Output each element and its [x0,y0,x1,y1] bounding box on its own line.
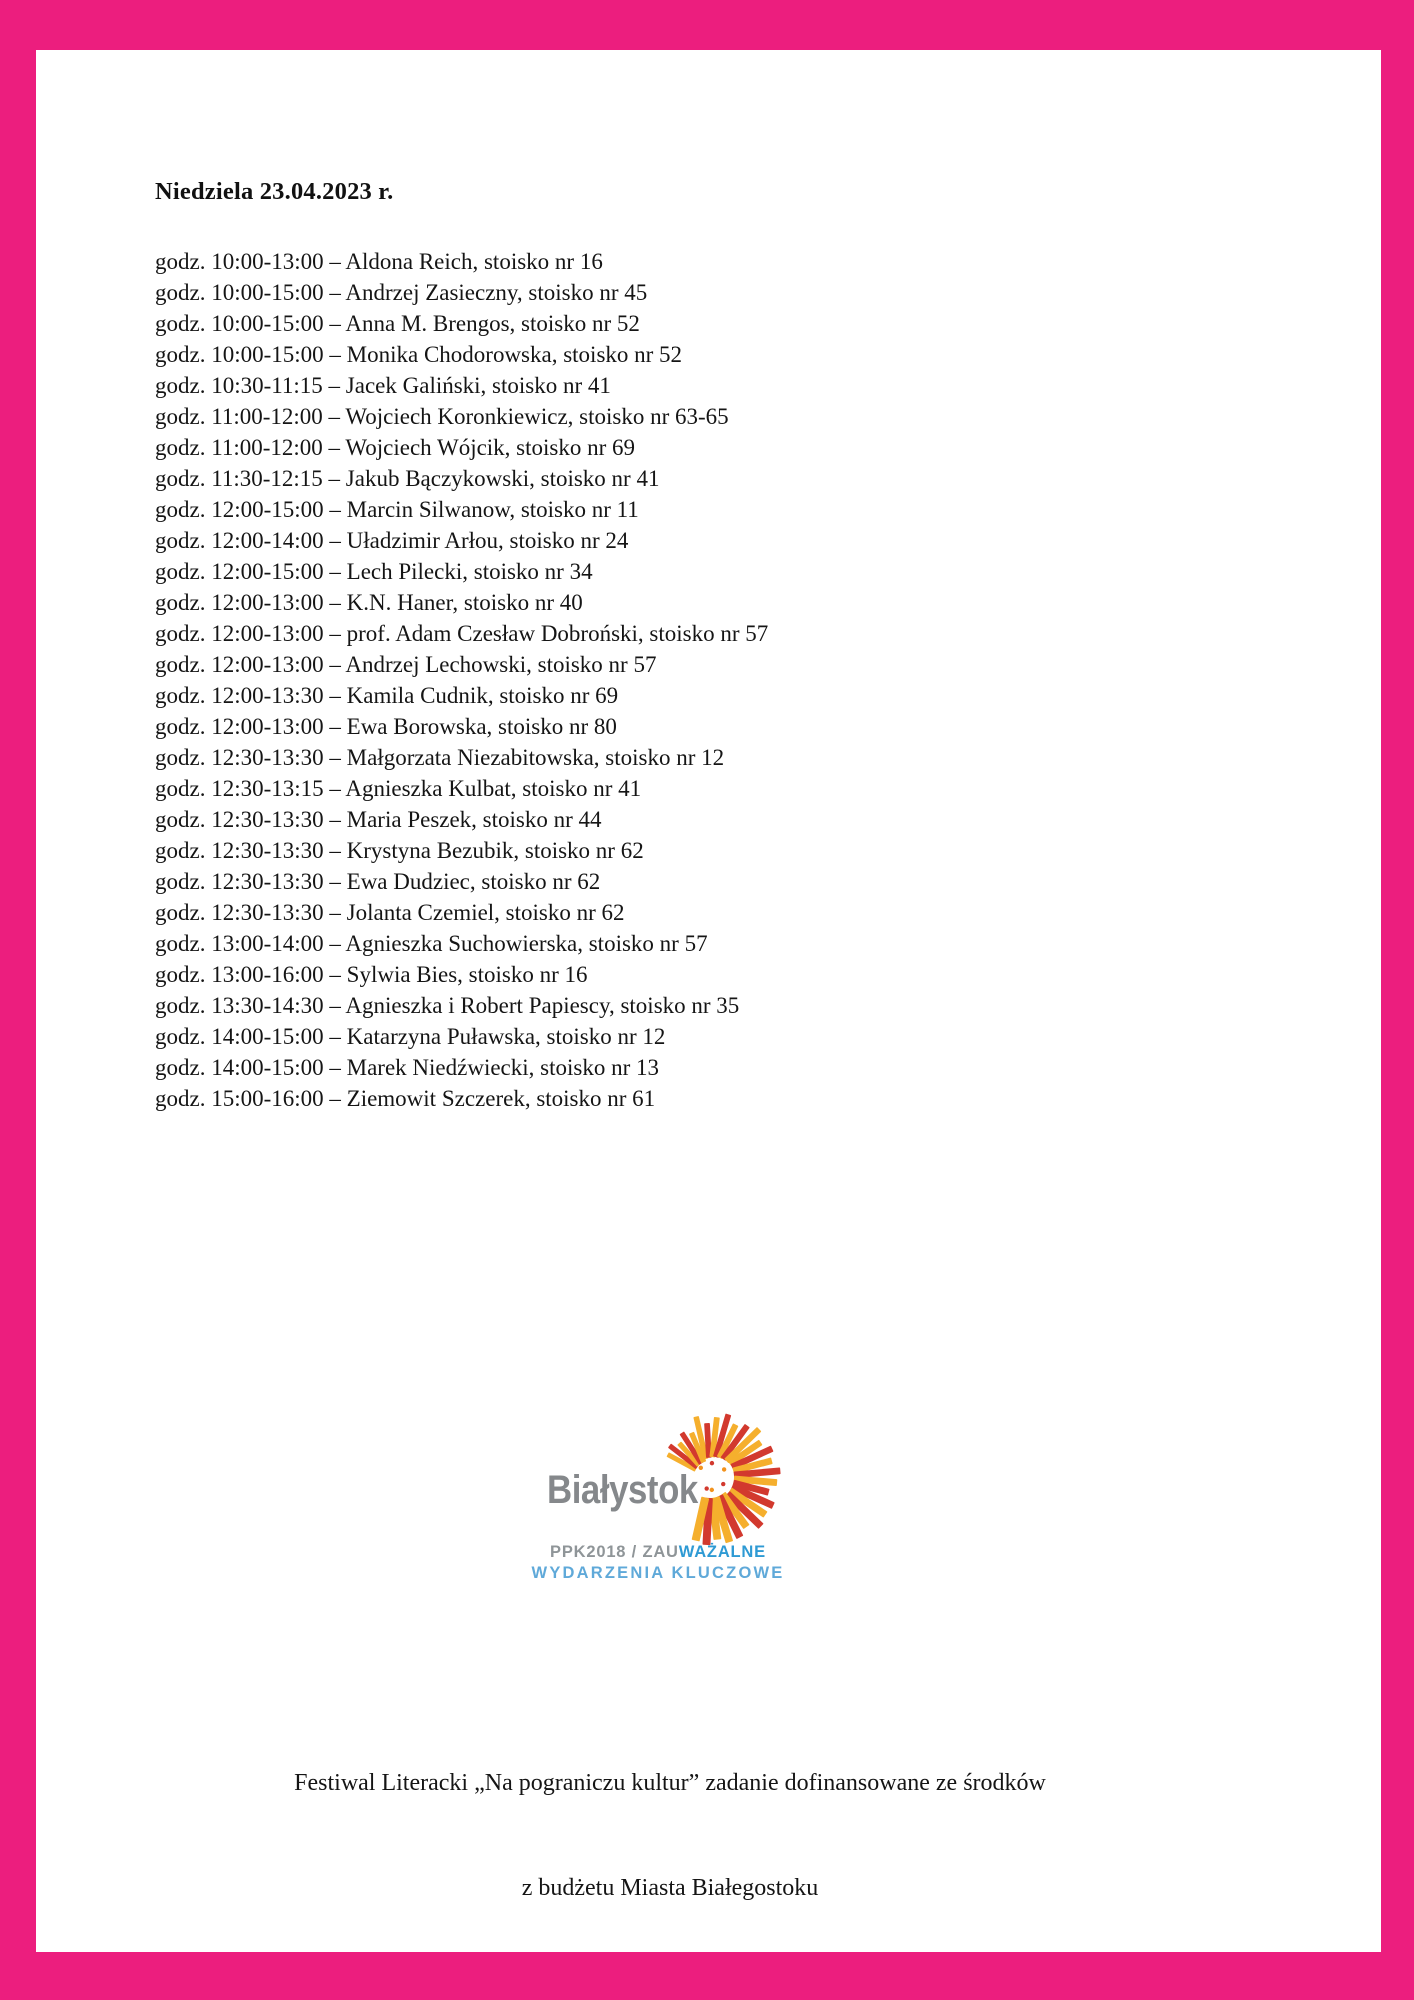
schedule-row: godz. 11:00-12:00 – Wojciech Koronkiewic… [155,404,729,429]
schedule-row: godz. 12:00-13:30 – Kamila Cudnik, stois… [155,683,619,708]
schedule-row: godz. 10:30-11:15 – Jacek Galiński, stoi… [155,373,611,398]
schedule-row: godz. 13:00-14:00 – Agnieszka Suchowiers… [155,931,708,956]
schedule-row: godz. 14:00-15:00 – Marek Niedźwiecki, s… [155,1055,659,1080]
sunburst-dot [721,1467,727,1472]
schedule-row: godz. 12:00-13:00 – prof. Adam Czesław D… [155,621,769,646]
ppk-tagline-line1: PPK2018 / ZAUWAŻALNE [550,1543,766,1562]
sunburst-ray [733,1467,781,1479]
sunburst-ray [728,1439,763,1466]
sunburst-ray [666,1452,697,1472]
sunburst-ray [704,1423,712,1458]
sunburst-ray [717,1423,739,1459]
schedule-row: godz. 12:30-13:30 – Małgorzata Niezabito… [155,745,725,770]
schedule-row: godz. 10:00-15:00 – Anna M. Brengos, sto… [155,311,640,336]
sunburst-ray [689,1431,707,1464]
schedule-row: godz. 11:00-12:00 – Wojciech Wójcik, sto… [155,435,636,460]
sunburst-ray [713,1413,732,1458]
sunburst-ray [728,1487,768,1518]
sunburst-ray [732,1479,770,1496]
page-sheet: Niedziela 23.04.2023 r. godz. 10:00-13:0… [36,50,1381,1952]
sunburst-icon [666,1413,781,1546]
schedule-row: godz. 13:00-16:00 – Sylwia Bies, stoisko… [155,962,588,987]
page-title: Niedziela 23.04.2023 r. [155,178,394,205]
sunburst-ray [724,1427,762,1463]
sunburst-dot [704,1486,709,1491]
schedule-row: godz. 12:30-13:30 – Ewa Dudziec, stoisko… [155,869,601,894]
sunburst-ray [716,1494,744,1539]
schedule-row: godz. 10:00-13:00 – Aldona Reich, stoisk… [155,249,603,274]
sunburst-dot [721,1481,726,1487]
schedule-row: godz. 12:00-15:00 – Lech Pilecki, stoisk… [155,559,593,584]
schedule-row: godz. 12:00-13:00 – K.N. Haner, stoisko … [155,590,583,615]
footer-note: Festiwal Literacki „Na pograniczu kultur… [294,1696,1046,1976]
schedule-row: godz. 13:30-14:30 – Agnieszka i Robert P… [155,993,740,1018]
sunburst-ray [677,1441,701,1467]
sunburst-ray [708,1497,722,1540]
schedule-row: godz. 10:00-15:00 – Andrzej Zasieczny, s… [155,280,648,305]
schedule-row: godz. 10:00-15:00 – Monika Chodorowska, … [155,342,683,367]
schedule-row: godz. 12:30-13:15 – Agnieszka Kulbat, st… [155,776,642,801]
ppk-blue-text: WAŻALNE [678,1543,766,1561]
ppk-tagline-line2: WYDARZENIA KLUCZOWE [531,1564,785,1582]
sunburst-ray [709,1416,720,1458]
footer-line2: z budżetu Miasta Białegostoku [521,1875,819,1901]
sunburst-ray [730,1445,774,1470]
schedule-row: godz. 12:00-13:00 – Ewa Borowska, stoisk… [155,714,617,739]
schedule-row: godz. 12:30-13:30 – Jolanta Czemiel, sto… [155,900,625,925]
schedule-row: godz. 12:00-14:00 – Uładzimir Arłou, sto… [155,528,629,553]
schedule-row: godz. 12:30-13:30 – Maria Peszek, stoisk… [155,807,602,832]
sunburst-ray [702,1497,713,1546]
schedule-row: godz. 12:00-15:00 – Marcin Silwanow, sto… [155,497,639,522]
schedule-list: godz. 10:00-13:00 – Aldona Reich, stoisk… [155,246,768,1114]
sunburst-ray [720,1424,750,1461]
sunburst-dot [709,1460,715,1466]
sunburst-ray [733,1475,778,1486]
sunburst-ray [691,1496,710,1542]
sunburst-ray [730,1483,775,1509]
sunburst-ray [719,1492,750,1529]
sunburst-ray [668,1443,699,1469]
bialystok-wordmark: Białystok [547,1468,698,1512]
sunburst-ray [679,1431,704,1465]
footer-line1: Festiwal Literacki „Na pograniczu kultur… [294,1770,1046,1796]
schedule-row: godz. 12:30-13:30 – Krystyna Bezubik, st… [155,838,644,863]
schedule-row: godz. 11:30-12:15 – Jakub Bączykowski, s… [155,466,660,491]
sunburst-ray [725,1491,764,1529]
schedule-row: godz. 14:00-15:00 – Katarzyna Puławska, … [155,1024,666,1049]
schedule-row: godz. 15:00-16:00 – Ziemowit Szczerek, s… [155,1086,656,1111]
ppk-gray-text: PPK2018 / ZAU [550,1543,679,1561]
sunburst-ray [732,1457,773,1474]
sunburst-ray [693,1416,709,1460]
sunburst-dot [709,1487,715,1493]
sunburst-ray [712,1496,733,1544]
schedule-row: godz. 12:00-13:00 – Andrzej Lechowski, s… [155,652,657,677]
sunburst-dot [698,1465,704,1471]
